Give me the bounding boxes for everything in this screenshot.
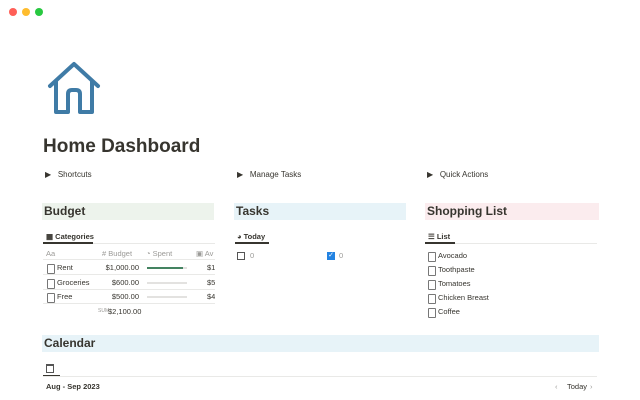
list-item: Toothpaste <box>438 265 475 274</box>
available-value: $5 <box>207 277 215 287</box>
row-name: Rent <box>57 263 73 272</box>
column-label: Budget <box>108 249 133 258</box>
list-item: Coffee <box>438 307 460 316</box>
column-label: Spent <box>152 249 173 258</box>
toggle-label: Quick Actions <box>439 170 489 179</box>
page-title: Home Dashboard <box>43 136 201 157</box>
prev-button[interactable]: ‹ <box>555 382 558 391</box>
minimize[interactable] <box>22 8 30 16</box>
budget-value: $500.00 <box>111 292 139 301</box>
row-divider <box>43 288 215 290</box>
doc-icon <box>47 264 55 274</box>
tab-label: List <box>436 232 451 241</box>
doc-icon <box>428 266 436 276</box>
column-icon: Aa <box>46 249 56 258</box>
sum-label: SUM <box>98 308 110 314</box>
close[interactable] <box>9 8 17 16</box>
tab-underline <box>425 242 455 244</box>
window-controls <box>9 8 43 16</box>
toggle[interactable]: ▶ Manage Tasks <box>237 170 302 179</box>
column-label: Av <box>204 249 214 258</box>
row-divider <box>43 303 215 304</box>
group-count: 0 <box>339 251 344 260</box>
view-tab[interactable]: ▦ Categories <box>46 232 94 241</box>
budget-value: $600.00 <box>111 277 139 287</box>
toggle-label: Shortcuts <box>57 170 92 179</box>
tab-label: Today <box>243 232 266 241</box>
doc-icon <box>428 252 436 262</box>
progress-track <box>147 296 187 298</box>
tab-label: Categories <box>55 232 94 241</box>
view-tab[interactable]: ◕ Today <box>237 232 266 241</box>
section-heading: Tasks <box>234 203 406 220</box>
sum-value: $2,100.00 <box>108 307 142 316</box>
checkbox[interactable] <box>237 252 245 260</box>
toggle[interactable]: ▶ Shortcuts <box>45 170 92 179</box>
doc-icon <box>47 278 55 289</box>
section-heading: Budget <box>42 203 214 220</box>
row-name: Groceries <box>57 277 90 287</box>
column-header: # Budget <box>102 249 133 258</box>
row-name: Free <box>57 292 73 301</box>
column-header: ◔ Spent <box>146 249 173 258</box>
doc-icon <box>428 294 436 304</box>
budget-value: $1,000.00 <box>105 263 139 272</box>
checkbox-checked[interactable]: ✓ <box>327 252 335 260</box>
list-item: Tomatoes <box>438 279 471 288</box>
doc-icon <box>428 308 436 318</box>
section-heading: Shopping List <box>425 203 599 220</box>
list-item: Avocado <box>438 251 468 260</box>
doc-icon <box>47 293 55 303</box>
column-header: ▣ Av <box>196 249 214 258</box>
page-icon <box>48 62 100 114</box>
available-value: $4 <box>207 292 215 301</box>
tab-underline <box>235 242 269 244</box>
row-divider <box>43 274 215 275</box>
list-item: Chicken Breast <box>438 293 489 302</box>
view-tab[interactable]: ☰ List <box>428 232 451 241</box>
group-count: 0 <box>250 251 255 260</box>
progress-track <box>147 281 187 284</box>
toggle-label: Manage Tasks <box>249 170 302 179</box>
toggle[interactable]: ▶ Quick Actions <box>427 170 489 179</box>
doc-icon <box>428 280 436 290</box>
tab-underline <box>43 242 93 244</box>
section-heading: Calendar <box>42 335 599 352</box>
progress-bar <box>147 267 183 269</box>
zoom[interactable] <box>35 8 43 16</box>
today-button[interactable]: Today <box>567 382 588 391</box>
next-button[interactable]: › <box>590 382 593 391</box>
date-range: Aug - Sep 2023 <box>46 382 100 391</box>
available-value: $1 <box>207 263 215 272</box>
calendar-icon <box>46 364 54 373</box>
